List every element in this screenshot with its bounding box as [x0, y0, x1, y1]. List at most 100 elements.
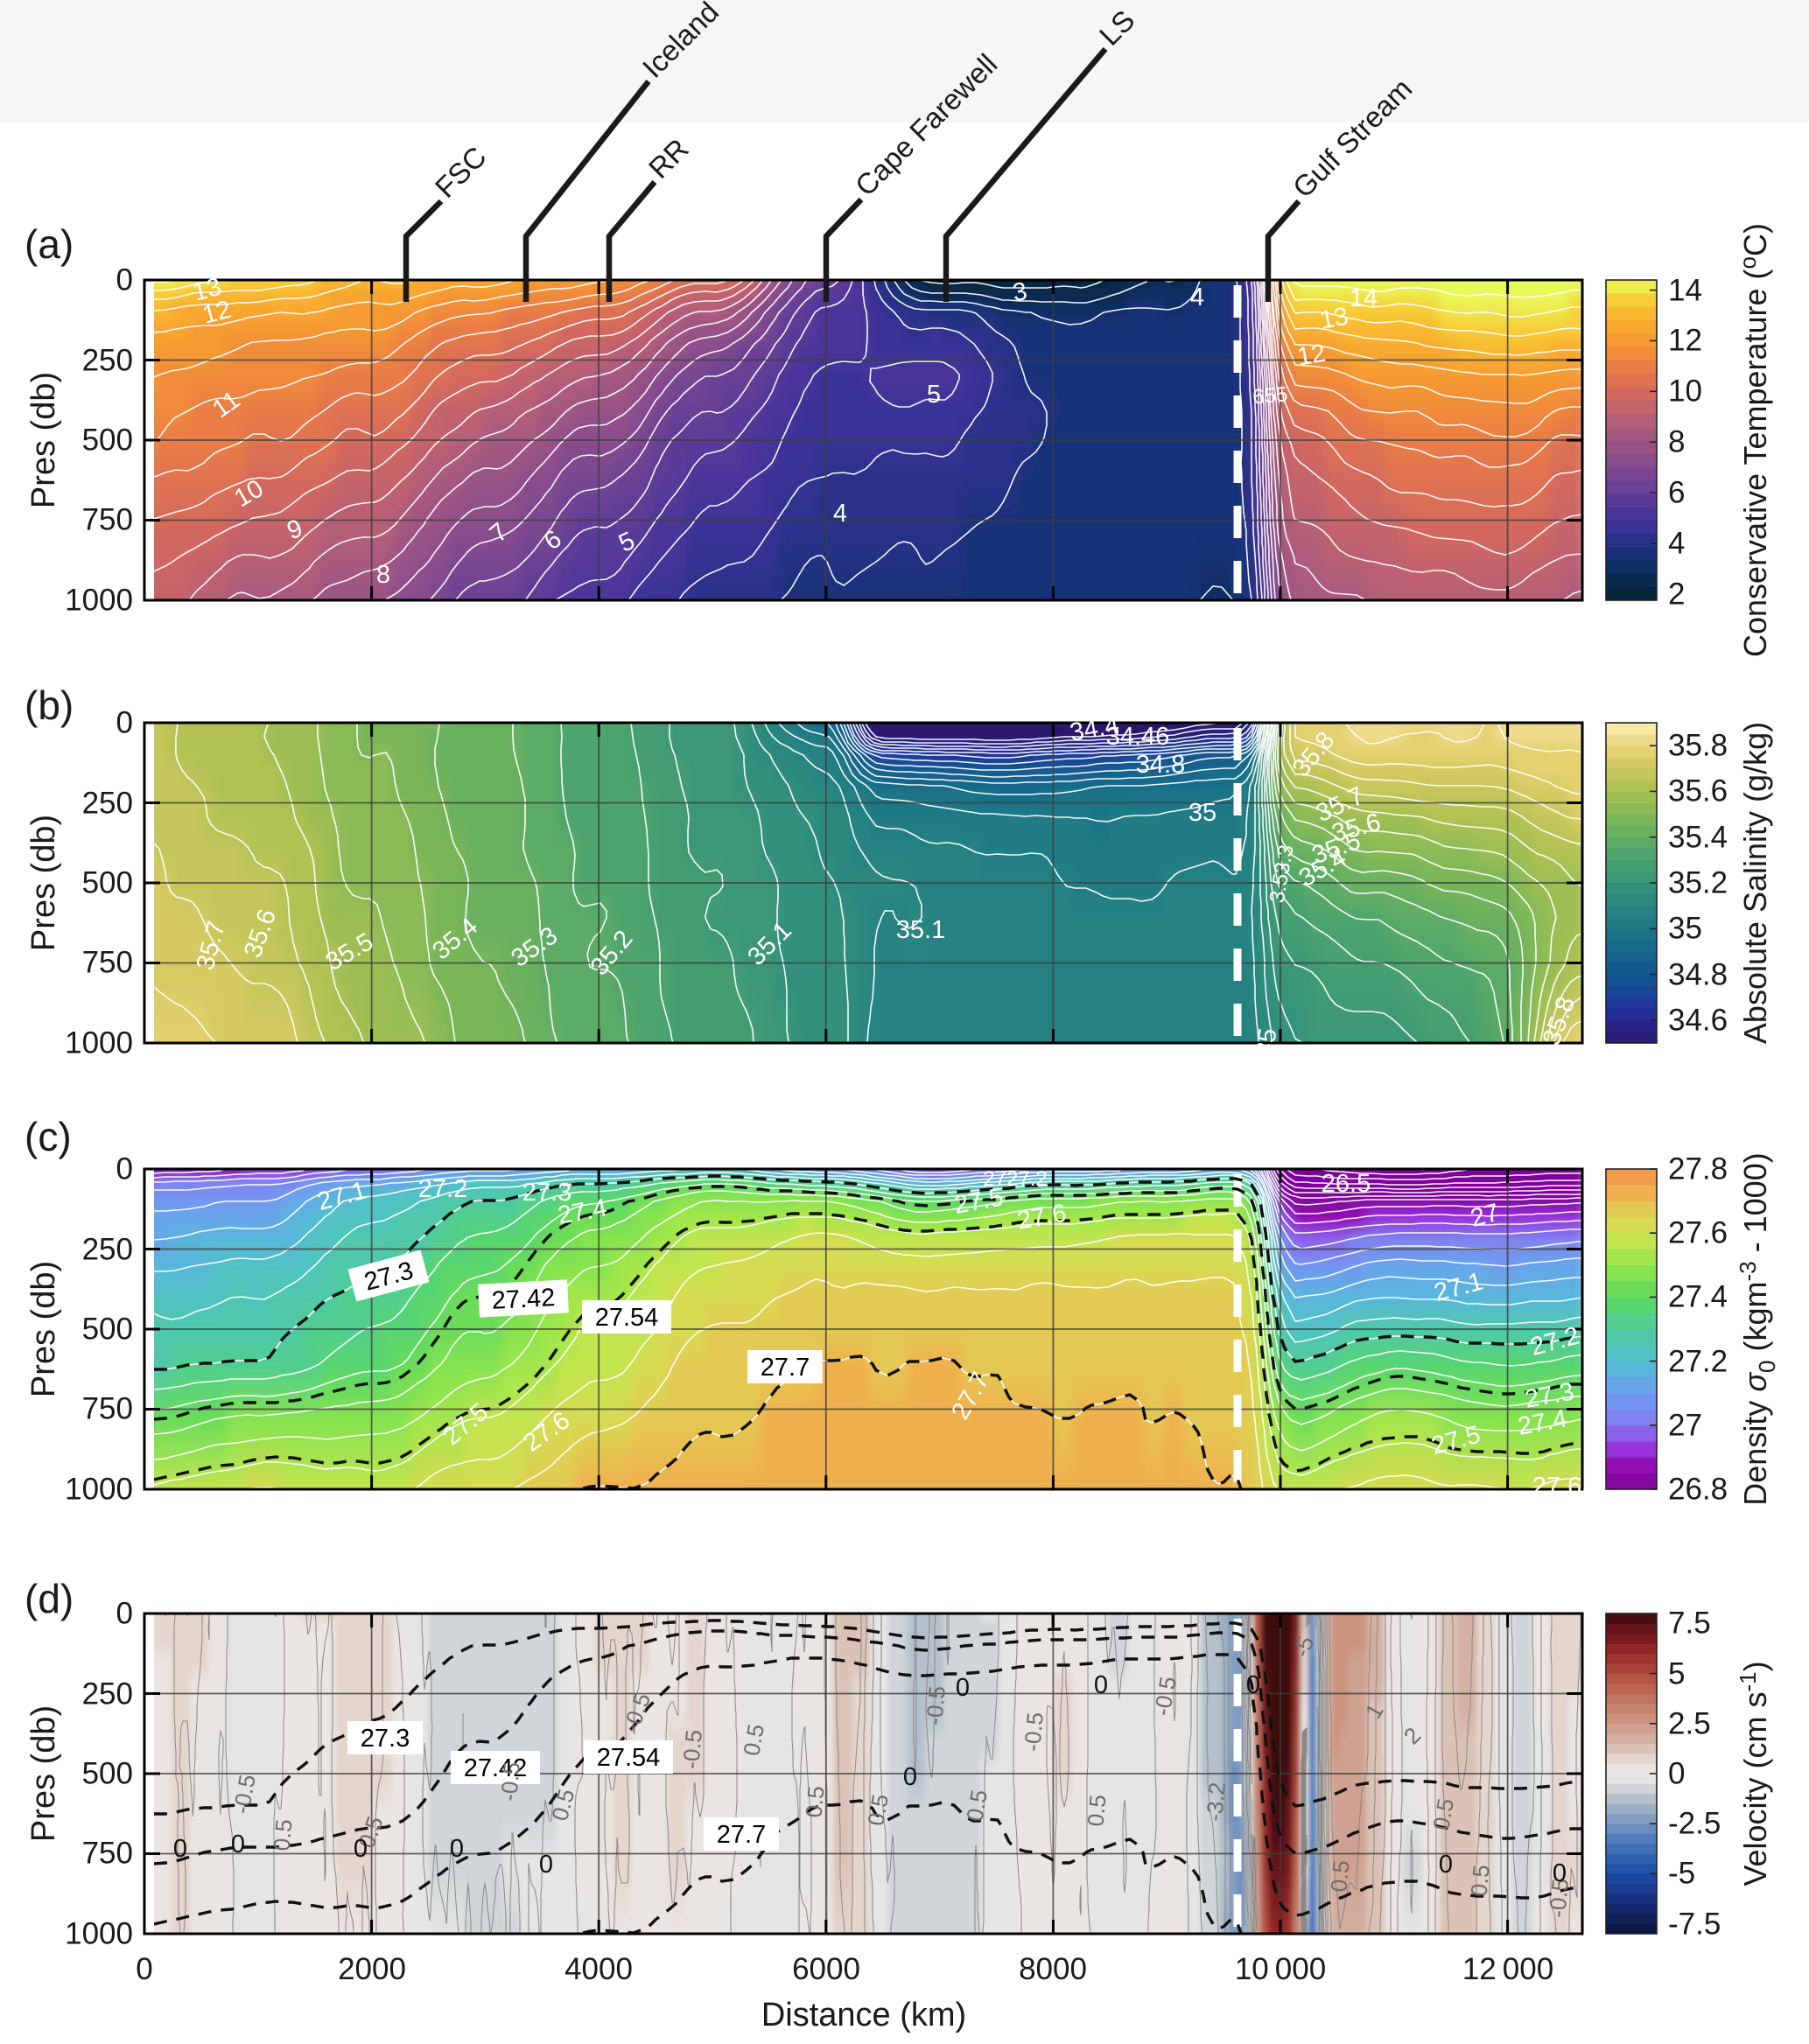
- svg-text:0: 0: [116, 1596, 133, 1630]
- svg-text:655: 655: [1252, 382, 1288, 409]
- svg-text:4: 4: [833, 500, 847, 528]
- svg-text:1000: 1000: [65, 1472, 133, 1506]
- svg-text:-7.5: -7.5: [1668, 1907, 1721, 1941]
- svg-text:13: 13: [1318, 303, 1350, 335]
- svg-text:14: 14: [1350, 284, 1378, 312]
- svg-text:0.5: 0.5: [1466, 1864, 1495, 1898]
- svg-text:Distance (km): Distance (km): [761, 1997, 966, 2034]
- svg-text:0: 0: [956, 1674, 970, 1702]
- svg-text:0: 0: [1094, 1671, 1108, 1699]
- svg-text:27.7: 27.7: [761, 1354, 810, 1382]
- svg-text:(c): (c): [25, 1114, 72, 1159]
- svg-text:250: 250: [82, 786, 133, 820]
- svg-text:27.3: 27.3: [522, 1179, 571, 1207]
- svg-text:1000: 1000: [65, 1916, 133, 1950]
- svg-text:0: 0: [116, 705, 133, 739]
- svg-text:-0.5: -0.5: [677, 1729, 707, 1770]
- svg-text:0.5: 0.5: [961, 1788, 992, 1824]
- svg-text:8000: 8000: [1019, 1952, 1087, 1986]
- svg-text:0.5: 0.5: [1326, 1859, 1355, 1894]
- svg-text:0: 0: [1553, 1859, 1567, 1887]
- svg-text:26.5: 26.5: [1322, 1170, 1371, 1198]
- svg-text:-0.5: -0.5: [1019, 1712, 1048, 1753]
- svg-text:0.5: 0.5: [738, 1722, 769, 1758]
- svg-text:27.42: 27.42: [464, 1754, 528, 1782]
- svg-text:(b): (b): [25, 682, 74, 728]
- svg-text:750: 750: [82, 1836, 133, 1870]
- svg-text:8: 8: [1668, 424, 1685, 458]
- svg-text:Pres (db): Pres (db): [25, 1261, 62, 1397]
- svg-text:500: 500: [82, 1756, 133, 1790]
- svg-text:-0.5: -0.5: [495, 1761, 525, 1802]
- svg-text:4: 4: [1190, 284, 1204, 312]
- svg-text:-2.5: -2.5: [1668, 1806, 1721, 1840]
- svg-text:Pres (db): Pres (db): [25, 1705, 62, 1842]
- svg-text:2000: 2000: [338, 1952, 406, 1986]
- svg-text:34.6: 34.6: [1668, 1003, 1728, 1037]
- svg-text:0: 0: [231, 1830, 245, 1858]
- svg-text:1000: 1000: [65, 1026, 133, 1060]
- svg-text:3: 3: [1011, 277, 1029, 307]
- svg-text:0.5: 0.5: [269, 1818, 298, 1852]
- svg-text:250: 250: [82, 1232, 133, 1266]
- svg-text:12 000: 12 000: [1462, 1952, 1553, 1986]
- svg-text:0.5: 0.5: [801, 1785, 830, 1819]
- svg-text:35.6: 35.6: [1668, 774, 1728, 808]
- svg-text:1000: 1000: [65, 583, 133, 617]
- svg-text:7.5: 7.5: [1668, 1606, 1711, 1640]
- svg-text:-0.5: -0.5: [921, 1685, 950, 1726]
- svg-text:27.8: 27.8: [1668, 1152, 1728, 1186]
- svg-text:8: 8: [376, 561, 390, 589]
- svg-text:750: 750: [82, 502, 133, 536]
- svg-text:0: 0: [450, 1835, 464, 1863]
- svg-text:27.6: 27.6: [1668, 1215, 1728, 1250]
- svg-text:Absolute Salinity (g/kg): Absolute Salinity (g/kg): [1737, 722, 1773, 1044]
- svg-text:5: 5: [1668, 1656, 1685, 1690]
- svg-text:34.8: 34.8: [1136, 751, 1185, 779]
- svg-text:27.2: 27.2: [418, 1175, 467, 1203]
- svg-text:12: 12: [1668, 323, 1702, 357]
- svg-text:250: 250: [82, 1676, 133, 1711]
- svg-text:27.54: 27.54: [595, 1304, 659, 1332]
- svg-text:Pres (db): Pres (db): [25, 815, 62, 951]
- svg-text:(a): (a): [25, 221, 74, 267]
- svg-text:(d): (d): [25, 1576, 74, 1621]
- svg-text:0.5: 0.5: [1427, 1796, 1459, 1832]
- svg-text:34.46: 34.46: [1106, 723, 1170, 751]
- svg-text:35.4: 35.4: [1668, 820, 1728, 854]
- svg-text:27.7: 27.7: [717, 1821, 766, 1849]
- svg-text:2.5: 2.5: [1668, 1706, 1711, 1740]
- svg-text:0.5: 0.5: [862, 1792, 894, 1828]
- svg-text:0: 0: [1668, 1756, 1685, 1790]
- svg-text:10: 10: [1668, 374, 1702, 408]
- svg-text:0.5: 0.5: [1083, 1794, 1111, 1828]
- svg-text:12: 12: [1295, 340, 1328, 372]
- svg-text:6: 6: [1668, 475, 1685, 509]
- svg-text:4000: 4000: [564, 1952, 633, 1986]
- svg-text:4: 4: [1668, 526, 1685, 560]
- svg-text:0: 0: [539, 1851, 553, 1879]
- svg-text:5: 5: [927, 381, 941, 409]
- svg-text:Conservative Temperature (oC): Conservative Temperature (oC): [1735, 223, 1773, 657]
- svg-text:Pres (db): Pres (db): [25, 372, 62, 508]
- svg-text:10 000: 10 000: [1235, 1952, 1326, 1986]
- svg-text:2727.2: 2727.2: [983, 1167, 1047, 1191]
- svg-text:-0.5: -0.5: [1544, 1878, 1574, 1919]
- svg-text:500: 500: [82, 423, 133, 457]
- svg-text:14: 14: [1668, 273, 1702, 307]
- svg-text:750: 750: [82, 945, 133, 979]
- svg-text:250: 250: [82, 343, 133, 377]
- svg-text:27.4: 27.4: [1668, 1279, 1728, 1313]
- svg-text:Density σ0 (kgm-3 - 1000): Density σ0 (kgm-3 - 1000): [1735, 1152, 1780, 1505]
- svg-text:-5: -5: [1668, 1856, 1695, 1890]
- svg-text:0: 0: [116, 1152, 133, 1186]
- svg-text:27.2: 27.2: [1668, 1344, 1728, 1378]
- svg-text:35: 35: [1668, 911, 1702, 945]
- svg-text:750: 750: [82, 1391, 133, 1425]
- svg-text:0: 0: [173, 1835, 187, 1863]
- svg-text:0: 0: [1246, 1671, 1260, 1699]
- svg-text:35: 35: [1251, 1026, 1283, 1059]
- svg-text:0: 0: [903, 1763, 917, 1791]
- svg-text:Velocity (cm s-1): Velocity (cm s-1): [1735, 1661, 1773, 1886]
- svg-text:-3.2: -3.2: [1201, 1782, 1231, 1823]
